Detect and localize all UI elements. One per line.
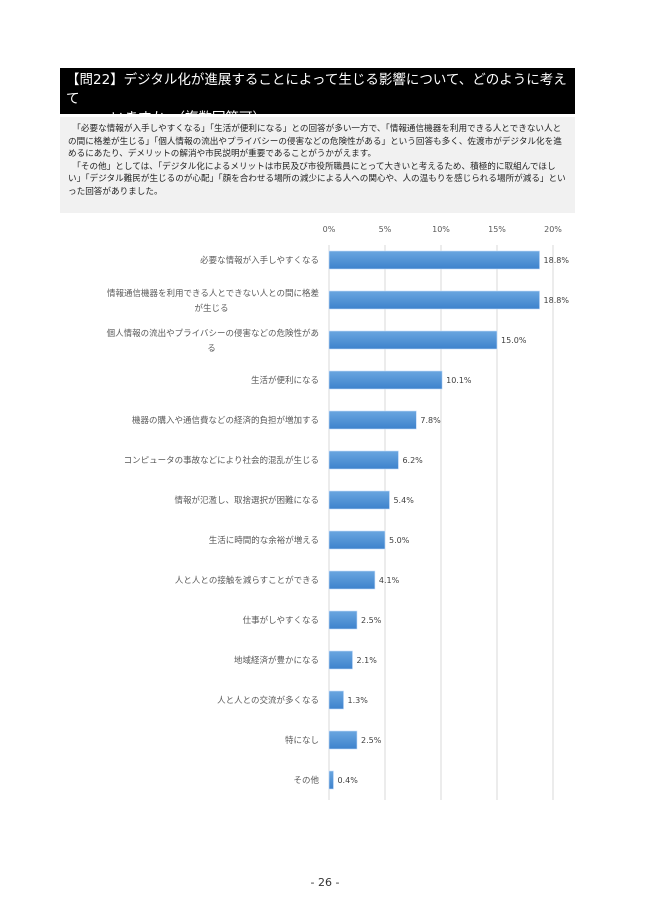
summary-paragraph: 「必要な情報が入手しやすくなる」「生活が便利になる」との回答が多い一方で、「情報… bbox=[68, 124, 562, 160]
question-heading: 【問22】デジタル化が進展することによって生じる影響について、どのように考えて … bbox=[60, 68, 575, 126]
page-number: - 26 - bbox=[310, 876, 340, 889]
data-label: 5.4% bbox=[393, 496, 414, 505]
bar bbox=[328, 570, 376, 590]
data-label: 18.8% bbox=[544, 296, 570, 305]
category-label: 仕事がしやすくなる bbox=[243, 615, 319, 626]
data-label: 2.1% bbox=[357, 656, 378, 665]
category-label: が生じる bbox=[194, 303, 228, 314]
data-label: 15.0% bbox=[501, 336, 527, 345]
category-label: 情報が氾濫し、取捨選択が困難になる bbox=[174, 495, 319, 506]
data-label: 6.2% bbox=[402, 456, 423, 465]
summary-paragraph: 「その他」としては、「デジタル化によるメリットは市民及び市役所職員にとって大きい… bbox=[68, 161, 566, 197]
data-label: 7.8% bbox=[420, 416, 441, 425]
x-tick-label: 20% bbox=[544, 225, 562, 234]
data-label: 5.0% bbox=[389, 536, 410, 545]
data-label: 2.5% bbox=[361, 736, 382, 745]
question-line-1: 【問22】デジタル化が進展することによって生じる影響について、どのように考えて bbox=[66, 72, 567, 107]
category-label: 情報通信機器を利用できる人とできない人との間に格差 bbox=[107, 288, 319, 299]
x-tick-label: 10% bbox=[432, 225, 450, 234]
category-label: 特になし bbox=[285, 735, 319, 746]
category-label: 必要な情報が入手しやすくなる bbox=[200, 255, 319, 266]
bar bbox=[328, 410, 417, 430]
category-label: 生活が便利になる bbox=[251, 375, 319, 386]
bar bbox=[328, 250, 540, 270]
category-label: る bbox=[207, 344, 216, 354]
bar bbox=[328, 370, 443, 390]
bar bbox=[328, 290, 540, 310]
category-label: 機器の購入や通信費などの経済的負担が増加する bbox=[132, 415, 319, 426]
category-label: 生活に時間的な余裕が増える bbox=[209, 535, 319, 546]
bar bbox=[328, 530, 386, 550]
bar bbox=[328, 490, 390, 510]
bar bbox=[328, 730, 358, 750]
bar bbox=[328, 330, 498, 350]
x-tick-label: 5% bbox=[379, 225, 392, 234]
bar bbox=[328, 690, 344, 710]
category-label: その他 bbox=[293, 775, 319, 786]
category-label: 人と人との交流が多くなる bbox=[217, 695, 319, 706]
bar bbox=[328, 610, 358, 630]
bar-chart: 0% 5% 10% 15% 20% 18.8% 必要な情報が入手しやすくなる 18.8% 情報通… bbox=[107, 225, 570, 800]
bar bbox=[328, 450, 399, 470]
bar bbox=[328, 650, 353, 670]
bar bbox=[328, 770, 334, 790]
data-label: 10.1% bbox=[446, 376, 472, 385]
category-label: 地域経済が豊かになる bbox=[234, 655, 319, 666]
data-label: 4.1% bbox=[379, 576, 400, 585]
summary-box: 「必要な情報が入手しやすくなる」「生活が便利になる」との回答が多い一方で、「情報… bbox=[60, 117, 575, 213]
x-tick-label: 15% bbox=[488, 225, 506, 234]
data-label: 2.5% bbox=[361, 616, 382, 625]
category-label: コンピュータの事故などにより社会的混乱が生じる bbox=[124, 455, 319, 466]
category-label: 個人情報の流出やプライバシーの侵害などの危険性があ bbox=[107, 328, 319, 339]
category-label: 人と人との接触を減らすことができる bbox=[175, 575, 319, 586]
data-label: 1.3% bbox=[348, 696, 369, 705]
x-tick-label: 0% bbox=[323, 225, 336, 234]
data-label: 0.4% bbox=[337, 776, 358, 785]
data-label: 18.8% bbox=[544, 256, 570, 265]
